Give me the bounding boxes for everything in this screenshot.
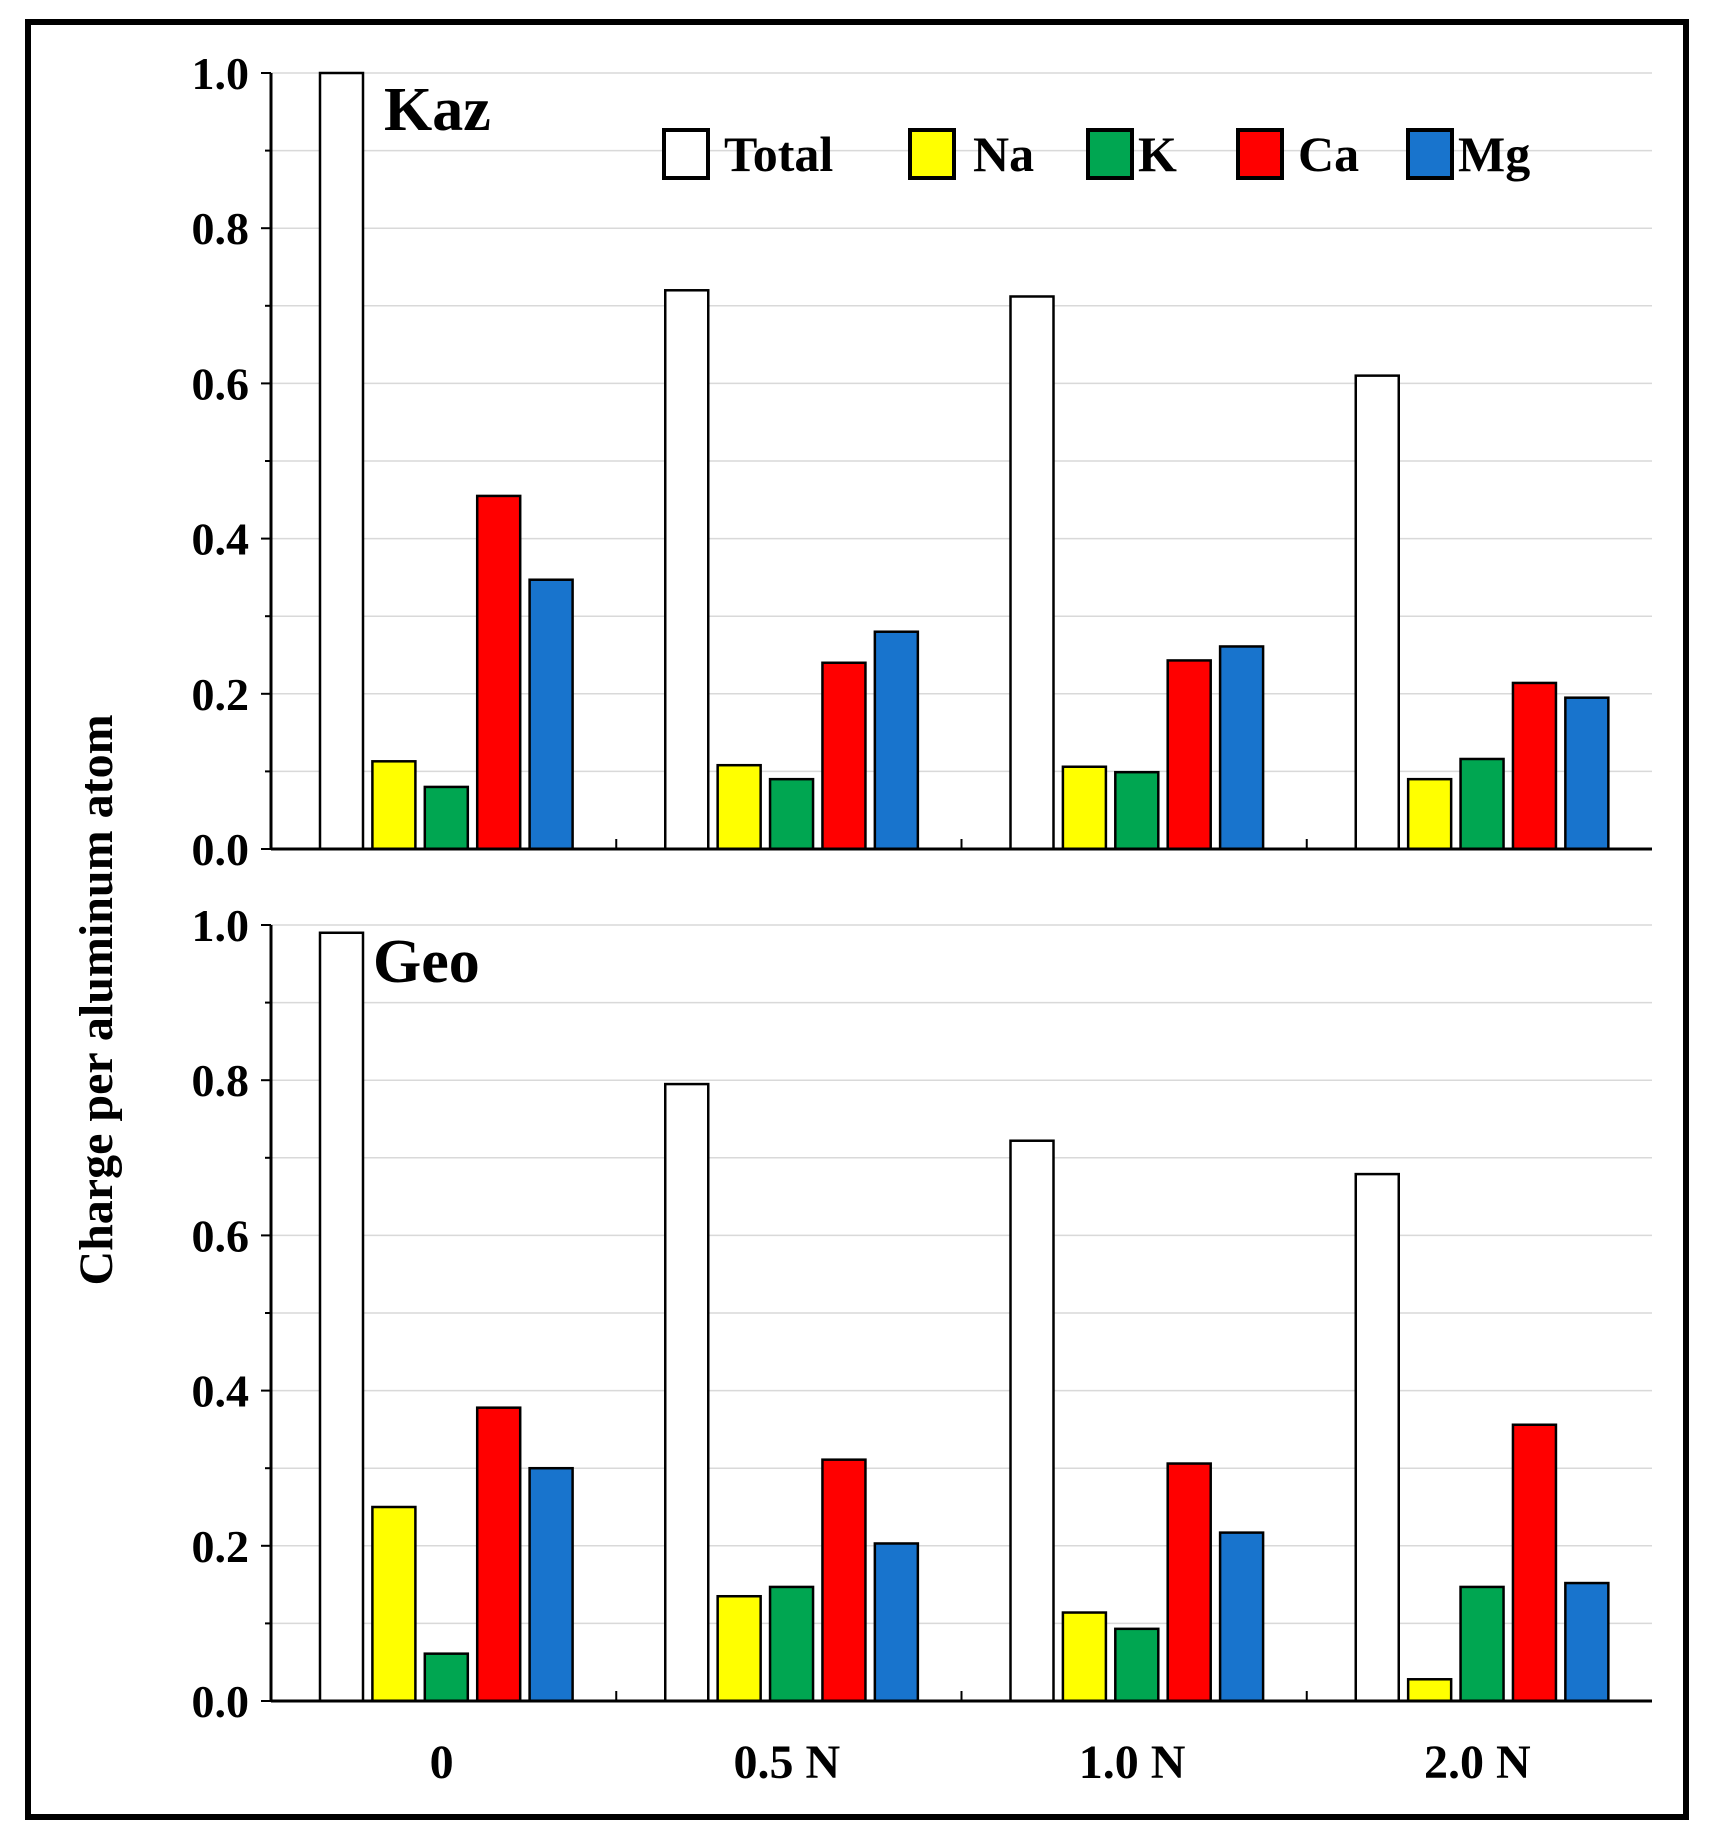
x-tick-label: 2.0 N [1424, 1736, 1531, 1789]
y-tick-label: 0.6 [192, 358, 250, 409]
x-tick-label: 0.5 N [734, 1736, 841, 1789]
bar-kaz-ca-0-5-n [821, 661, 867, 851]
bar-geo-total-1-0-n [1009, 1139, 1055, 1703]
bar-kaz-total-2-0-n [1354, 374, 1400, 851]
bar-geo-mg-0 [528, 1466, 574, 1703]
legend-label-k: K [1138, 126, 1177, 182]
panel-title-geo: Geo [373, 928, 480, 996]
y-tick-label: 0.0 [192, 824, 250, 875]
legend-swatch-na [908, 128, 956, 180]
bar-geo-k-1-0-n [1114, 1627, 1160, 1703]
panel-kaz: 0.0 0.2 0.4 0.6 0.8 1.0 Kaz [192, 48, 1652, 875]
bar-kaz-ca-1-0-n [1166, 659, 1212, 851]
y-tick-label: 0.4 [192, 514, 250, 565]
bar-geo-ca-2-0-n [1511, 1423, 1558, 1703]
bar-geo-na-0 [371, 1505, 417, 1703]
y-tick-label: 0.0 [192, 1676, 250, 1727]
y-tick-label: 1.0 [192, 900, 250, 951]
legend-swatch-k [1086, 128, 1134, 180]
y-tick-label: 0.4 [192, 1366, 250, 1417]
panel-title-kaz: Kaz [384, 76, 491, 144]
legend: Total Na K Ca Mg [662, 126, 1530, 182]
x-tick-label: 0 [430, 1736, 454, 1789]
y-tick-label: 0.8 [192, 1055, 250, 1106]
legend-label-na: Na [973, 126, 1034, 182]
bar-kaz-k-2-0-n [1459, 757, 1505, 851]
bar-geo-na-0-5-n [716, 1594, 762, 1703]
bar-kaz-total-0-5-n [664, 289, 710, 851]
bar-geo-total-0-5-n [664, 1082, 710, 1703]
legend-swatch-total [662, 128, 710, 180]
bar-geo-k-0 [423, 1652, 470, 1703]
bar-geo-ca-0-5-n [821, 1458, 867, 1703]
bar-geo-mg-0-5-n [873, 1542, 920, 1703]
legend-label-mg: Mg [1458, 126, 1530, 182]
bar-geo-total-0 [318, 931, 365, 1703]
bar-kaz-na-0 [371, 760, 417, 851]
bar-kaz-na-1-0-n [1061, 765, 1108, 851]
y-axis-label: Charge per aluminum atom [70, 714, 123, 1285]
legend-label-total: Total [724, 126, 833, 182]
panel-geo: 0.0 0.2 0.4 0.6 0.8 1.0 Geo [192, 900, 1652, 1727]
bar-geo-total-2-0-n [1354, 1172, 1400, 1703]
bar-kaz-na-2-0-n [1406, 777, 1453, 851]
bar-geo-mg-1-0-n [1218, 1531, 1265, 1703]
y-tick-label: 0.6 [192, 1210, 250, 1261]
bar-kaz-k-0-5-n [768, 777, 815, 851]
bar-geo-ca-0 [475, 1406, 522, 1703]
bar-kaz-mg-2-0-n [1564, 696, 1610, 851]
y-tick-label: 1.0 [192, 48, 250, 99]
bar-geo-k-0-5-n [768, 1585, 815, 1703]
bar-kaz-total-0 [318, 71, 365, 851]
legend-swatch-mg [1406, 128, 1454, 180]
bar-geo-k-2-0-n [1459, 1585, 1505, 1703]
bar-kaz-ca-0 [475, 494, 522, 851]
bar-kaz-mg-1-0-n [1218, 645, 1265, 851]
bar-kaz-k-0 [423, 785, 470, 851]
y-tick-label: 0.8 [192, 203, 250, 254]
legend-swatch-ca [1236, 128, 1284, 180]
y-tick-label: 0.2 [192, 669, 250, 720]
legend-label-ca: Ca [1298, 126, 1359, 182]
bar-kaz-mg-0 [528, 578, 574, 851]
y-tick-label: 0.2 [192, 1521, 250, 1572]
bar-kaz-total-1-0-n [1009, 295, 1055, 851]
bar-kaz-ca-2-0-n [1511, 681, 1558, 851]
bar-geo-ca-1-0-n [1166, 1462, 1212, 1703]
x-tick-label: 1.0 N [1079, 1736, 1186, 1789]
bar-kaz-k-1-0-n [1114, 770, 1160, 851]
bar-kaz-na-0-5-n [716, 763, 762, 851]
bar-geo-mg-2-0-n [1564, 1581, 1610, 1703]
bar-geo-na-1-0-n [1061, 1611, 1108, 1703]
bar-kaz-mg-0-5-n [873, 630, 920, 851]
bar-geo-na-2-0-n [1406, 1678, 1453, 1703]
